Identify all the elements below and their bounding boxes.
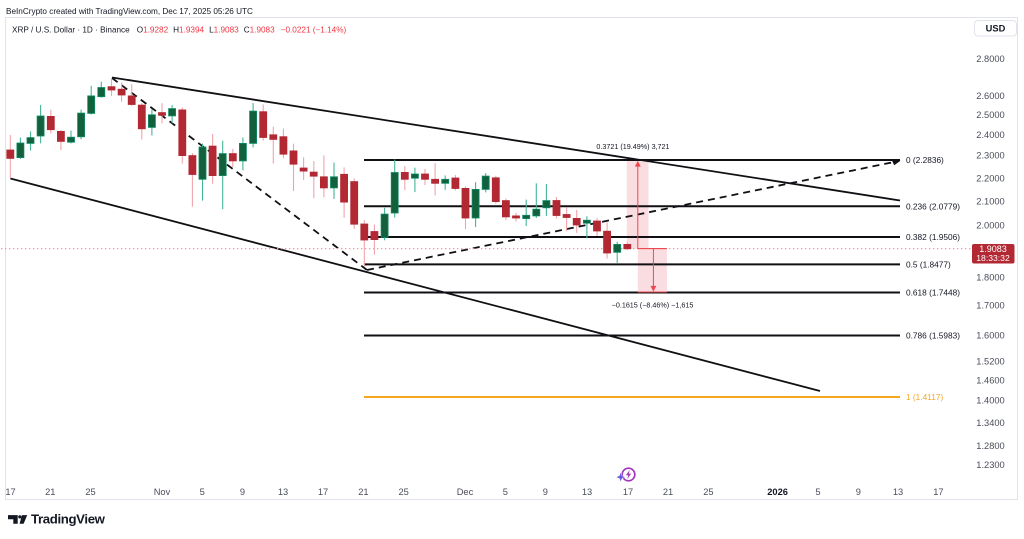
svg-text:−0.1615 (−8.46%) −1,615: −0.1615 (−8.46%) −1,615 xyxy=(612,301,694,310)
svg-text:USD: USD xyxy=(986,24,1006,34)
svg-text:XRP / U.S. Dollar · 1D · Binan: XRP / U.S. Dollar · 1D · Binance O1.9282 H… xyxy=(12,26,346,35)
svg-text:25: 25 xyxy=(703,487,713,497)
svg-text:0.786 (1.5983): 0.786 (1.5983) xyxy=(906,331,960,341)
svg-text:9: 9 xyxy=(543,487,548,497)
svg-text:25: 25 xyxy=(85,487,95,497)
svg-text:0.382 (1.9506): 0.382 (1.9506) xyxy=(906,232,960,242)
svg-text:1.6000: 1.6000 xyxy=(976,331,1004,341)
svg-text:1.9083: 1.9083 xyxy=(979,244,1007,254)
svg-text:1 (1.4117): 1 (1.4117) xyxy=(906,392,943,402)
svg-text:0.236 (2.0779): 0.236 (2.0779) xyxy=(906,202,960,212)
svg-text:TradingView: TradingView xyxy=(31,511,106,526)
svg-text:0.3721 (19.49%) 3,721: 0.3721 (19.49%) 3,721 xyxy=(596,142,669,151)
svg-text:1.7000: 1.7000 xyxy=(976,301,1004,311)
svg-text:1.8000: 1.8000 xyxy=(976,273,1004,283)
svg-text:Nov: Nov xyxy=(154,487,171,497)
svg-text:2.5000: 2.5000 xyxy=(976,110,1004,120)
svg-text:17: 17 xyxy=(5,487,15,497)
svg-text:1.2800: 1.2800 xyxy=(976,441,1004,451)
svg-text:17: 17 xyxy=(623,487,633,497)
svg-text:21: 21 xyxy=(663,487,673,497)
svg-text:2.6000: 2.6000 xyxy=(976,91,1004,101)
svg-text:21: 21 xyxy=(358,487,368,497)
svg-text:25: 25 xyxy=(399,487,409,497)
svg-text:17: 17 xyxy=(933,487,943,497)
svg-text:9: 9 xyxy=(240,487,245,497)
svg-text:21: 21 xyxy=(45,487,55,497)
svg-text:2026: 2026 xyxy=(767,487,788,497)
svg-text:0 (2.2836): 0 (2.2836) xyxy=(906,155,944,165)
svg-text:Dec: Dec xyxy=(457,487,474,497)
svg-text:5: 5 xyxy=(503,487,508,497)
svg-text:2.1000: 2.1000 xyxy=(976,197,1004,207)
svg-text:1.5200: 1.5200 xyxy=(976,357,1004,367)
svg-text:13: 13 xyxy=(893,487,903,497)
svg-text:2.2000: 2.2000 xyxy=(976,174,1004,184)
svg-text:0.618 (1.7448): 0.618 (1.7448) xyxy=(906,288,960,298)
svg-text:BeInCrypto created with Tradin: BeInCrypto created with TradingView.com,… xyxy=(6,7,253,16)
svg-text:2.8000: 2.8000 xyxy=(976,54,1004,64)
svg-text:2.3000: 2.3000 xyxy=(976,151,1004,161)
svg-text:5: 5 xyxy=(815,487,820,497)
svg-text:1.4000: 1.4000 xyxy=(976,396,1004,406)
svg-text:1.3400: 1.3400 xyxy=(976,418,1004,428)
svg-text:13: 13 xyxy=(278,487,288,497)
svg-text:2.0000: 2.0000 xyxy=(976,221,1004,231)
svg-text:0.5 (1.8477): 0.5 (1.8477) xyxy=(906,260,951,270)
svg-text:1.2300: 1.2300 xyxy=(976,460,1004,470)
svg-text:5: 5 xyxy=(200,487,205,497)
svg-text:1.4600: 1.4600 xyxy=(976,376,1004,386)
svg-text:18:33:32: 18:33:32 xyxy=(976,253,1010,263)
svg-text:17: 17 xyxy=(318,487,328,497)
svg-text:2.4000: 2.4000 xyxy=(976,130,1004,140)
svg-text:13: 13 xyxy=(582,487,592,497)
svg-text:9: 9 xyxy=(856,487,861,497)
